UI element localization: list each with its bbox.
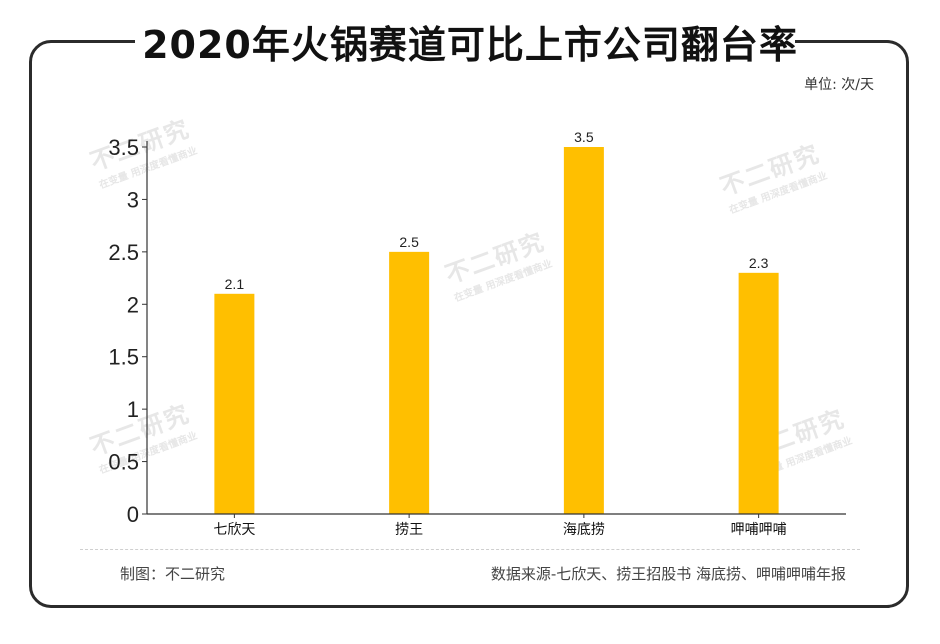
footer-divider <box>80 549 860 550</box>
y-tick-label: 3 <box>127 187 139 212</box>
bar-value-label: 2.1 <box>225 276 245 292</box>
bar <box>214 293 255 514</box>
x-tick-label: 海底捞 <box>563 521 605 537</box>
y-tick-label: 2 <box>127 292 139 317</box>
unit-label: 单位: 次/天 <box>804 77 874 93</box>
chart-title: 2020年火锅赛道可比上市公司翻台率 <box>142 23 798 67</box>
y-tick-label: 1 <box>127 397 139 422</box>
y-tick-label: 0 <box>127 502 139 527</box>
x-tick-label: 呷哺呷哺 <box>731 521 787 537</box>
y-tick-label: 1.5 <box>108 345 139 370</box>
bar-value-label: 2.5 <box>399 234 419 250</box>
x-tick-label: 七欣天 <box>213 521 255 537</box>
footer-credit: 制图：不二研究 <box>120 565 226 583</box>
bar <box>738 272 779 514</box>
bar-value-label: 3.5 <box>574 129 594 145</box>
footer-source: 数据来源-七欣天、捞王招股书 海底捞、呷哺呷哺年报 <box>490 565 846 583</box>
x-tick-label: 捞王 <box>395 521 423 537</box>
title-background <box>135 12 795 68</box>
bar <box>389 251 430 514</box>
bar-value-label: 2.3 <box>749 255 769 271</box>
y-tick-label: 3.5 <box>108 135 139 160</box>
bar <box>563 147 604 514</box>
y-tick-label: 2.5 <box>108 240 139 265</box>
y-tick-label: 0.5 <box>108 450 139 475</box>
